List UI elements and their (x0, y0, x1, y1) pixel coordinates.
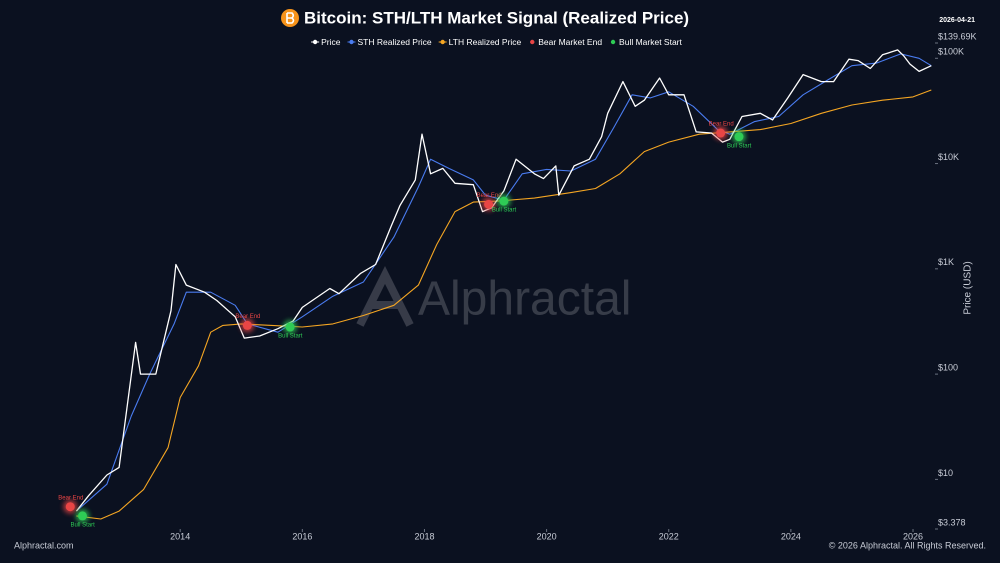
signal-label: Bear End (709, 122, 734, 128)
signal-point (484, 199, 494, 209)
y-tick-label: $1K (938, 257, 954, 267)
legend-label: LTH Realized Price (449, 37, 522, 47)
legend-label: Bear Market End (538, 37, 602, 47)
series-line (76, 89, 932, 520)
copyright: © 2026 Alphractal. All Rights Reserved. (829, 540, 986, 550)
legend-swatch (440, 39, 445, 45)
y-tick-label: $3.378 (938, 517, 966, 527)
y-tick-label: $100K (938, 47, 964, 57)
signal-point (734, 132, 744, 142)
legend-label: Bull Market Start (619, 37, 682, 47)
signal-point (285, 322, 295, 332)
x-tick-label: 2026 (903, 531, 923, 541)
x-tick-label: 2014 (170, 531, 190, 541)
signal-point (716, 128, 726, 138)
signal-label: Bull Start (492, 208, 517, 214)
series-line (76, 53, 932, 512)
signal-point (242, 320, 252, 330)
signal-point (65, 502, 75, 512)
legend-label: STH Realized Price (358, 37, 432, 47)
legend-swatch (312, 39, 318, 45)
signal-label: Bear End (58, 495, 83, 501)
series-line (75, 49, 932, 512)
y-tick-label: $10 (938, 468, 953, 478)
chart-title: Bitcoin: STH/LTH Market Signal (Realized… (304, 8, 689, 27)
y-tick-label: $10K (938, 152, 959, 162)
x-tick-label: 2020 (537, 531, 557, 541)
x-tick-label: 2016 (292, 531, 312, 541)
legend-swatch (610, 39, 616, 45)
y-tick-label: $139.69K (938, 31, 977, 41)
legend-swatch (349, 39, 354, 45)
x-tick-label: 2018 (414, 531, 434, 541)
watermark: Alphractal (418, 273, 631, 326)
bitcoin-icon (281, 9, 299, 27)
legend-label: Price (321, 37, 341, 47)
signal-label: Bull Start (727, 143, 752, 149)
x-tick-label: 2022 (659, 531, 679, 541)
date-label: 2026-04-21 (939, 17, 975, 24)
x-tick-label: 2024 (781, 531, 801, 541)
legend-swatch (530, 39, 535, 45)
signal-point (77, 511, 87, 521)
y-axis-label: Price (USD) (963, 261, 974, 314)
signal-label: Bear End (235, 314, 260, 320)
signal-label: Bear End (477, 193, 502, 199)
source: Alphractal.com (14, 540, 74, 550)
legend: Price STH Realized Price LTH Realized Pric… (311, 37, 683, 47)
y-tick-label: $100 (938, 362, 958, 372)
signal-point (499, 196, 509, 206)
signal-label: Bull Start (278, 334, 303, 340)
signal-label: Bull Start (70, 522, 95, 528)
